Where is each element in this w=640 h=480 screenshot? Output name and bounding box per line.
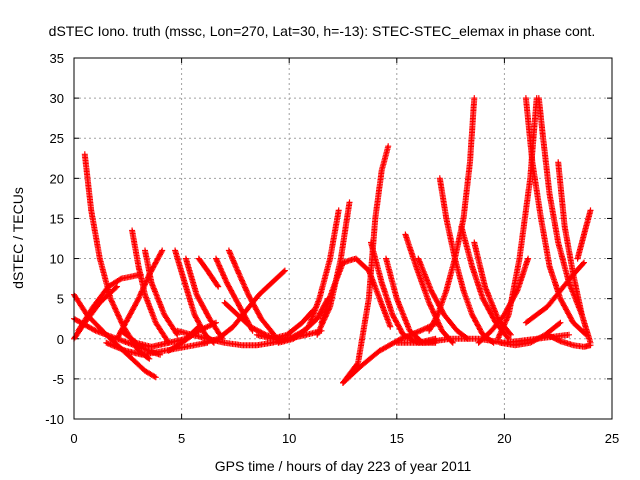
data-series	[494, 95, 540, 342]
y-tick-label: 10	[50, 252, 64, 267]
series-markers	[103, 339, 211, 358]
series-markers	[535, 95, 585, 318]
series-markers	[114, 247, 166, 342]
x-axis-label: GPS time / hours of day 223 of year 2011	[215, 458, 472, 474]
data-series	[475, 255, 532, 346]
data-series	[555, 159, 594, 346]
y-tick-label: 20	[50, 171, 64, 186]
y-tick-label: 25	[50, 131, 64, 146]
data-series	[253, 307, 316, 342]
x-tick-label: 0	[70, 431, 77, 446]
series-markers	[142, 247, 181, 338]
data-series	[497, 319, 564, 349]
series-markers	[253, 307, 316, 342]
data-series	[142, 247, 181, 338]
series-markers	[574, 207, 594, 262]
y-axis-label: dSTEC / TECUs	[10, 187, 26, 289]
series-markers	[497, 319, 564, 349]
series-markers	[555, 159, 594, 346]
y-tick-label: 15	[50, 211, 64, 226]
series-markers	[225, 247, 278, 338]
chart-title: dSTEC Iono. truth (mssc, Lon=270, Lat=30…	[49, 23, 596, 39]
x-tick-label: 15	[390, 431, 404, 446]
x-tick-label: 25	[605, 431, 619, 446]
x-tick-label: 10	[282, 431, 296, 446]
series-markers	[129, 227, 172, 346]
series-markers	[402, 231, 456, 346]
series-markers	[475, 255, 532, 346]
plot-frame	[73, 57, 613, 420]
data-series	[195, 255, 222, 290]
y-tick-label: 5	[57, 292, 64, 307]
data-series	[574, 207, 594, 262]
y-tick-label: -5	[52, 372, 64, 387]
y-tick-label: 0	[57, 332, 64, 347]
data-series	[103, 339, 211, 358]
data-points	[71, 95, 594, 386]
data-series	[114, 247, 166, 342]
y-tick-label: 35	[50, 51, 64, 66]
data-series	[225, 247, 278, 338]
series-markers	[314, 199, 353, 338]
y-tick-label: -10	[45, 412, 64, 427]
x-tick-label: 20	[497, 431, 511, 446]
series-markers	[195, 255, 222, 290]
x-tick-label: 5	[178, 431, 185, 446]
y-tick-label: 30	[50, 91, 64, 106]
series-markers	[494, 95, 540, 342]
data-series	[402, 231, 456, 346]
tick-labels: 0 5 10 15 20 25 -10 -5 0 5 10 15 20 25 30 35	[45, 51, 619, 446]
data-series	[535, 95, 585, 318]
data-series	[129, 227, 172, 346]
data-series	[314, 199, 353, 338]
